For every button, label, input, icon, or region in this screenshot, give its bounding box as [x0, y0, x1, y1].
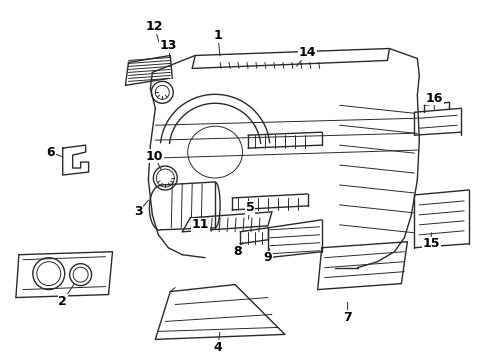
- Text: 6: 6: [47, 145, 55, 159]
- Text: 9: 9: [264, 251, 272, 264]
- Text: 16: 16: [426, 92, 443, 105]
- Text: 8: 8: [234, 245, 243, 258]
- Text: 4: 4: [214, 341, 222, 354]
- Text: 15: 15: [422, 237, 440, 250]
- Text: 7: 7: [343, 311, 352, 324]
- Text: 3: 3: [134, 205, 143, 219]
- Text: 13: 13: [160, 39, 177, 52]
- Text: 2: 2: [58, 295, 67, 308]
- Text: 1: 1: [214, 29, 222, 42]
- Text: 10: 10: [146, 150, 163, 163]
- Text: 12: 12: [146, 20, 163, 33]
- Text: 11: 11: [192, 218, 209, 231]
- Text: 14: 14: [299, 46, 317, 59]
- Text: 5: 5: [245, 201, 254, 215]
